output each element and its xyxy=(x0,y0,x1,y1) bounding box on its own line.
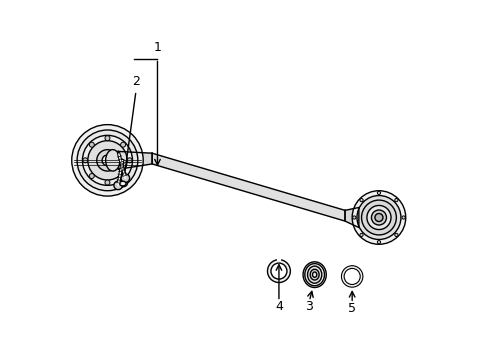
Circle shape xyxy=(395,198,398,202)
Circle shape xyxy=(72,125,143,196)
Circle shape xyxy=(121,174,125,179)
Circle shape xyxy=(105,136,110,141)
Circle shape xyxy=(360,198,363,202)
Circle shape xyxy=(89,174,94,179)
Circle shape xyxy=(88,141,127,180)
Polygon shape xyxy=(152,153,345,221)
Circle shape xyxy=(82,135,132,185)
Circle shape xyxy=(77,130,138,191)
Circle shape xyxy=(353,216,356,219)
Circle shape xyxy=(367,206,391,230)
Circle shape xyxy=(121,142,125,147)
Text: 4: 4 xyxy=(275,300,283,313)
Circle shape xyxy=(121,174,130,183)
Text: 3: 3 xyxy=(305,300,313,313)
Circle shape xyxy=(344,269,360,284)
Text: 2: 2 xyxy=(132,75,140,88)
Circle shape xyxy=(342,266,363,287)
Circle shape xyxy=(127,158,132,163)
Circle shape xyxy=(114,181,122,190)
Circle shape xyxy=(362,200,396,235)
Circle shape xyxy=(83,158,88,163)
Ellipse shape xyxy=(310,269,319,280)
Ellipse shape xyxy=(119,180,127,187)
Circle shape xyxy=(375,213,383,221)
Circle shape xyxy=(89,142,94,147)
Circle shape xyxy=(371,210,387,225)
Circle shape xyxy=(271,263,287,279)
Polygon shape xyxy=(118,152,152,169)
Circle shape xyxy=(357,195,401,239)
Circle shape xyxy=(102,155,113,166)
Ellipse shape xyxy=(106,150,120,171)
Circle shape xyxy=(105,180,110,185)
Ellipse shape xyxy=(313,272,317,277)
Circle shape xyxy=(377,240,381,244)
Ellipse shape xyxy=(303,262,326,288)
Text: 1: 1 xyxy=(153,41,161,54)
Circle shape xyxy=(97,150,118,171)
Ellipse shape xyxy=(308,266,322,283)
Circle shape xyxy=(377,191,381,194)
Circle shape xyxy=(395,233,398,237)
Polygon shape xyxy=(345,207,359,228)
Circle shape xyxy=(360,233,363,237)
Text: 5: 5 xyxy=(348,302,356,315)
Circle shape xyxy=(352,191,406,244)
Ellipse shape xyxy=(305,264,324,286)
Circle shape xyxy=(402,216,405,219)
Ellipse shape xyxy=(120,181,126,186)
Circle shape xyxy=(268,260,291,283)
